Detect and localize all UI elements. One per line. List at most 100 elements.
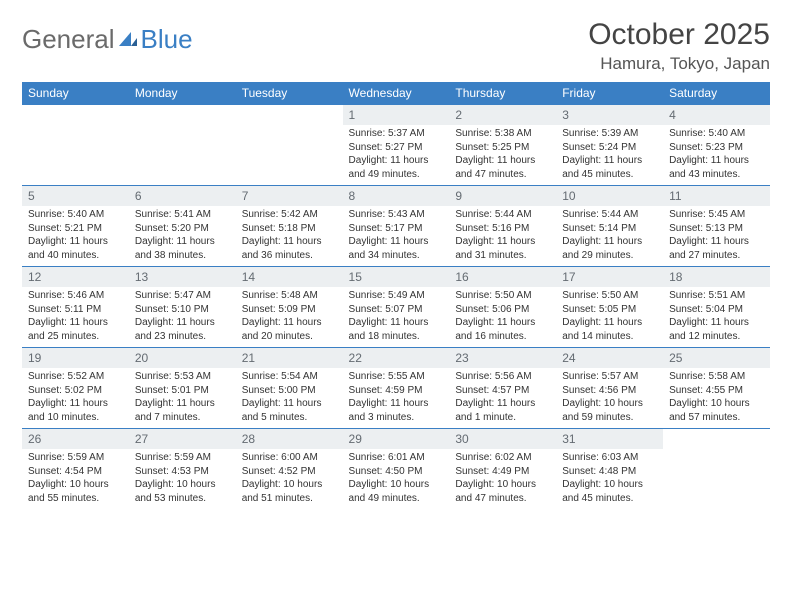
daynum-row: 19202122232425: [22, 348, 770, 369]
day-number: 18: [669, 270, 682, 284]
day-sunrise: Sunrise: 5:52 AM: [28, 370, 123, 384]
day-content-cell: Sunrise: 5:43 AMSunset: 5:17 PMDaylight:…: [343, 206, 450, 267]
day-number: 3: [562, 108, 569, 122]
day-sunrise: Sunrise: 5:48 AM: [242, 289, 337, 303]
day-sunrise: Sunrise: 5:53 AM: [135, 370, 230, 384]
day-content-cell: [129, 125, 236, 186]
day-sunset: Sunset: 5:11 PM: [28, 303, 123, 317]
location: Hamura, Tokyo, Japan: [588, 54, 770, 74]
day-daylight: Daylight: 10 hours and 47 minutes.: [455, 478, 550, 505]
day-daylight: Daylight: 11 hours and 7 minutes.: [135, 397, 230, 424]
day-number-cell: 4: [663, 105, 770, 126]
day-number-cell: 12: [22, 267, 129, 288]
day-number: 19: [28, 351, 41, 365]
calendar-page: General Blue October 2025 Hamura, Tokyo,…: [0, 0, 792, 509]
day-header: Saturday: [663, 82, 770, 105]
day-number: 4: [669, 108, 676, 122]
month-title: October 2025: [588, 18, 770, 52]
day-content-cell: Sunrise: 5:40 AMSunset: 5:21 PMDaylight:…: [22, 206, 129, 267]
day-sunset: Sunset: 5:02 PM: [28, 384, 123, 398]
day-number-cell: 24: [556, 348, 663, 369]
day-daylight: Daylight: 11 hours and 1 minute.: [455, 397, 550, 424]
day-number: 10: [562, 189, 575, 203]
day-sunrise: Sunrise: 5:57 AM: [562, 370, 657, 384]
day-content-cell: Sunrise: 5:44 AMSunset: 5:14 PMDaylight:…: [556, 206, 663, 267]
day-sunrise: Sunrise: 5:58 AM: [669, 370, 764, 384]
day-content-cell: Sunrise: 5:57 AMSunset: 4:56 PMDaylight:…: [556, 368, 663, 429]
logo: General Blue: [22, 18, 193, 55]
day-content-cell: Sunrise: 5:46 AMSunset: 5:11 PMDaylight:…: [22, 287, 129, 348]
day-sunrise: Sunrise: 5:59 AM: [28, 451, 123, 465]
day-content-cell: Sunrise: 5:54 AMSunset: 5:00 PMDaylight:…: [236, 368, 343, 429]
day-sunrise: Sunrise: 5:59 AM: [135, 451, 230, 465]
day-sunrise: Sunrise: 5:51 AM: [669, 289, 764, 303]
day-number: 27: [135, 432, 148, 446]
day-daylight: Daylight: 11 hours and 31 minutes.: [455, 235, 550, 262]
day-daylight: Daylight: 11 hours and 29 minutes.: [562, 235, 657, 262]
day-header: Tuesday: [236, 82, 343, 105]
day-number-cell: 26: [22, 429, 129, 450]
day-content-cell: Sunrise: 6:01 AMSunset: 4:50 PMDaylight:…: [343, 449, 450, 509]
day-number-cell: 27: [129, 429, 236, 450]
day-number-cell: 10: [556, 186, 663, 207]
day-sunrise: Sunrise: 5:44 AM: [562, 208, 657, 222]
day-number: 8: [349, 189, 356, 203]
day-content-row: Sunrise: 5:37 AMSunset: 5:27 PMDaylight:…: [22, 125, 770, 186]
day-number-cell: 16: [449, 267, 556, 288]
day-sunset: Sunset: 5:05 PM: [562, 303, 657, 317]
day-content-cell: Sunrise: 6:03 AMSunset: 4:48 PMDaylight:…: [556, 449, 663, 509]
day-sunset: Sunset: 4:54 PM: [28, 465, 123, 479]
day-sunset: Sunset: 4:48 PM: [562, 465, 657, 479]
day-sunset: Sunset: 4:59 PM: [349, 384, 444, 398]
day-number-cell: 18: [663, 267, 770, 288]
day-number-cell: 5: [22, 186, 129, 207]
day-number: 12: [28, 270, 41, 284]
day-sunset: Sunset: 5:25 PM: [455, 141, 550, 155]
day-daylight: Daylight: 10 hours and 45 minutes.: [562, 478, 657, 505]
day-header: Friday: [556, 82, 663, 105]
day-content-cell: [236, 125, 343, 186]
day-content-cell: Sunrise: 5:59 AMSunset: 4:54 PMDaylight:…: [22, 449, 129, 509]
day-number: 11: [669, 189, 681, 203]
day-sunrise: Sunrise: 5:40 AM: [28, 208, 123, 222]
day-number-cell: [129, 105, 236, 126]
day-daylight: Daylight: 11 hours and 10 minutes.: [28, 397, 123, 424]
day-number-cell: 19: [22, 348, 129, 369]
calendar-table: Sunday Monday Tuesday Wednesday Thursday…: [22, 82, 770, 509]
day-sunset: Sunset: 4:56 PM: [562, 384, 657, 398]
day-daylight: Daylight: 11 hours and 5 minutes.: [242, 397, 337, 424]
daynum-row: 1234: [22, 105, 770, 126]
day-header: Monday: [129, 82, 236, 105]
day-daylight: Daylight: 11 hours and 20 minutes.: [242, 316, 337, 343]
day-sunset: Sunset: 5:17 PM: [349, 222, 444, 236]
day-header: Thursday: [449, 82, 556, 105]
day-sunset: Sunset: 5:24 PM: [562, 141, 657, 155]
day-content-row: Sunrise: 5:59 AMSunset: 4:54 PMDaylight:…: [22, 449, 770, 509]
day-sunset: Sunset: 5:27 PM: [349, 141, 444, 155]
day-daylight: Daylight: 11 hours and 23 minutes.: [135, 316, 230, 343]
day-sunset: Sunset: 4:50 PM: [349, 465, 444, 479]
day-content-cell: Sunrise: 6:02 AMSunset: 4:49 PMDaylight:…: [449, 449, 556, 509]
day-sunrise: Sunrise: 5:47 AM: [135, 289, 230, 303]
day-sunrise: Sunrise: 5:56 AM: [455, 370, 550, 384]
day-sunset: Sunset: 5:00 PM: [242, 384, 337, 398]
day-content-cell: Sunrise: 5:44 AMSunset: 5:16 PMDaylight:…: [449, 206, 556, 267]
day-number: 13: [135, 270, 148, 284]
day-number: 20: [135, 351, 148, 365]
day-daylight: Daylight: 11 hours and 38 minutes.: [135, 235, 230, 262]
day-number-cell: [236, 105, 343, 126]
day-sunset: Sunset: 5:13 PM: [669, 222, 764, 236]
daynum-row: 12131415161718: [22, 267, 770, 288]
day-daylight: Daylight: 11 hours and 16 minutes.: [455, 316, 550, 343]
day-number-cell: 15: [343, 267, 450, 288]
day-number-cell: 13: [129, 267, 236, 288]
day-sunrise: Sunrise: 5:54 AM: [242, 370, 337, 384]
day-content-cell: Sunrise: 5:37 AMSunset: 5:27 PMDaylight:…: [343, 125, 450, 186]
daynum-row: 567891011: [22, 186, 770, 207]
day-number: 6: [135, 189, 142, 203]
day-number: 7: [242, 189, 249, 203]
day-number-cell: 7: [236, 186, 343, 207]
day-sunrise: Sunrise: 5:37 AM: [349, 127, 444, 141]
day-sunrise: Sunrise: 5:46 AM: [28, 289, 123, 303]
day-content-cell: Sunrise: 5:39 AMSunset: 5:24 PMDaylight:…: [556, 125, 663, 186]
